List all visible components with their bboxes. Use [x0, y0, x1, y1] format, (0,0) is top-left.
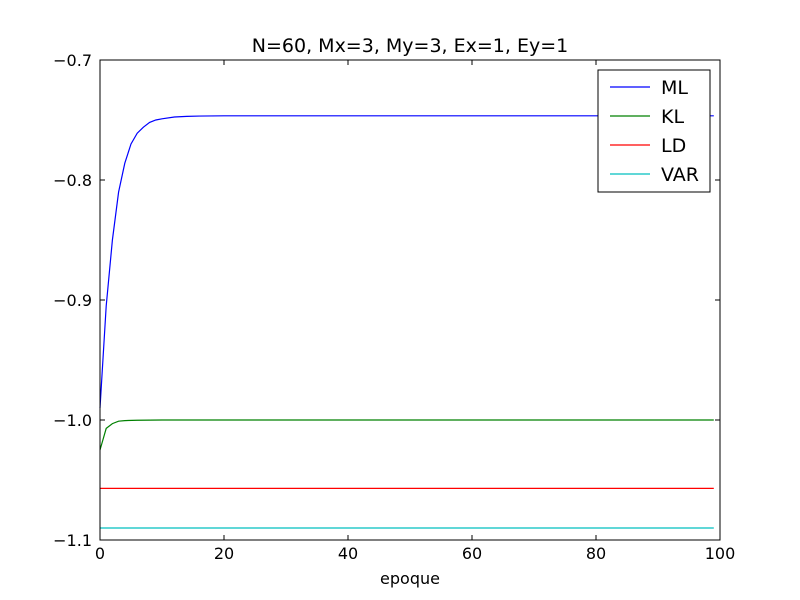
tick-layer: 0 20 40 60 80 100 −0.7 −0.8 −0.9 −1.0 −1.1 — [53, 51, 735, 563]
y-tick-label: −0.8 — [53, 171, 92, 190]
x-tick-label: 100 — [705, 544, 736, 563]
legend-label-ml: ML — [661, 77, 688, 99]
legend-label-ld: LD — [661, 135, 686, 157]
legend: ML KL LD VAR — [597, 69, 711, 193]
y-tick-label: −1.0 — [53, 411, 92, 430]
x-tick-label: 20 — [214, 544, 234, 563]
chart-title: N=60, Mx=3, My=3, Ex=1, Ey=1 — [252, 35, 568, 57]
x-tick-label: 0 — [95, 544, 105, 563]
x-tick-label: 80 — [586, 544, 606, 563]
legend-label-kl: KL — [661, 106, 684, 128]
series-line-ml — [99, 115, 714, 409]
y-tick-label: −0.7 — [53, 51, 92, 70]
series-line-kl — [99, 419, 714, 451]
series-layer — [99, 115, 714, 529]
x-tick-label: 60 — [462, 544, 482, 563]
legend-box — [597, 69, 711, 193]
legend-label-var: VAR — [661, 164, 699, 186]
y-tick-label: −0.9 — [53, 291, 92, 310]
x-axis-label: epoque — [380, 569, 440, 588]
x-tick-label: 40 — [338, 544, 358, 563]
y-tick-label: −1.1 — [53, 531, 92, 550]
legend-entries: ML KL LD VAR — [610, 77, 699, 186]
